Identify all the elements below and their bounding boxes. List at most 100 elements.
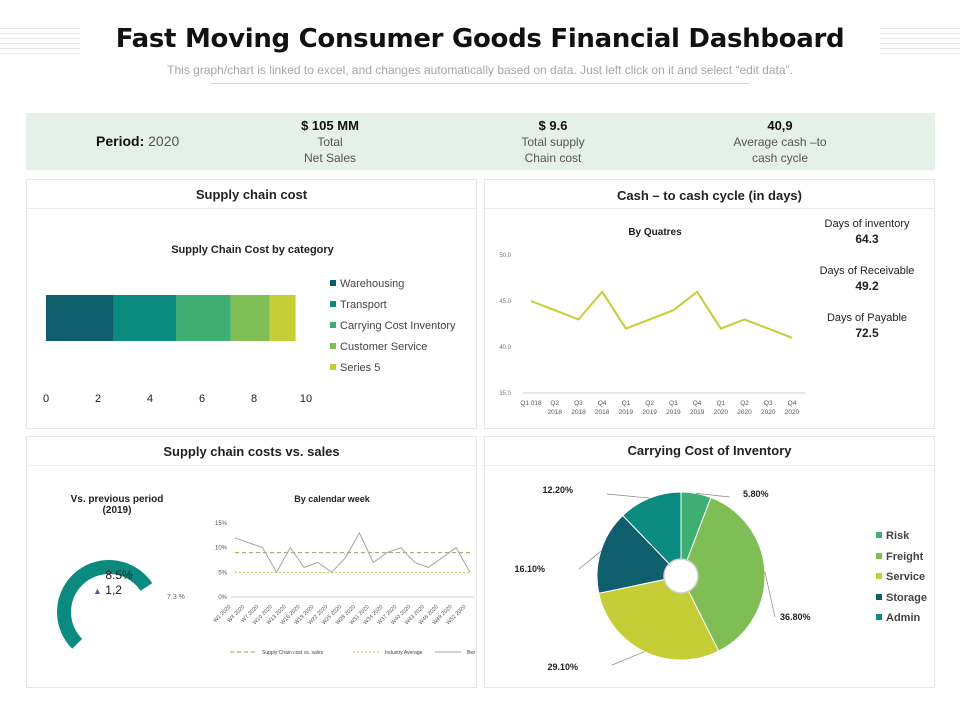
legend-swatch — [330, 343, 336, 349]
pie-data-label: 16.10% — [514, 564, 545, 574]
header-decoration-right — [880, 28, 960, 62]
legend-item: Freight — [876, 551, 923, 563]
pie-slice-admin — [622, 491, 682, 578]
kpi-net-sales: $ 105 MM Total Net Sales — [270, 118, 390, 166]
kpi-value: $ 105 MM — [301, 118, 359, 133]
x-tick-label: Q4 — [788, 400, 797, 407]
x-tick-label: 2020 — [737, 409, 752, 416]
days-of-payable: Days of Payable 72.5 — [807, 312, 927, 340]
panel-cash-cycle: Cash – to cash cycle (in days) By Quatre… — [484, 179, 935, 429]
panel-divider — [485, 465, 934, 466]
x-tick-label: 2020 — [785, 409, 800, 416]
legend-swatch — [876, 614, 882, 620]
bar-segment-2 — [176, 295, 231, 341]
panel-divider — [27, 208, 476, 209]
legend-swatch — [330, 280, 336, 286]
bar-segment-1 — [113, 295, 176, 341]
pie-chart: 5.80% 36.80% 29.10% 16.10% 12.20% — [514, 485, 811, 672]
panel-divider — [27, 465, 476, 466]
x-tick-label: 2018 — [595, 409, 610, 416]
legend-item: Series 5 — [330, 362, 380, 374]
triangle-up-icon: ▲ — [93, 586, 102, 596]
kpi-label-line2: Net Sales — [303, 151, 357, 165]
legend-label: Industry Average — [385, 650, 423, 656]
gauge-title: Vs. previous period (2019) — [57, 494, 177, 516]
legend-label: Transport — [340, 299, 387, 311]
y-tick-label: 10% — [215, 546, 228, 552]
panel-divider — [485, 208, 934, 209]
gauge-chart — [57, 560, 153, 649]
legend-label: Warehousing — [340, 278, 405, 290]
legend-item: Warehousing — [330, 278, 404, 290]
y-tick-label: 45.0 — [499, 299, 511, 305]
kpi-label-line2: cash cycle — [751, 151, 809, 165]
legend-swatch — [876, 552, 882, 559]
legend-item: Risk — [876, 530, 909, 542]
kpi-value: 40,9 — [767, 118, 793, 133]
x-tick-label: 2020 — [714, 409, 729, 416]
gauge-end-label: 7.3 % — [167, 594, 185, 601]
page-title: Fast Moving Consumer Goods Financial Das… — [115, 24, 845, 54]
x-tick-label: Q3 — [574, 400, 583, 407]
pie-data-label: 29.10% — [547, 662, 578, 672]
x-tick-label: 4 — [147, 393, 153, 405]
period-kpi: Period: 2020 — [96, 133, 179, 149]
kpi-label-line2: Chain cost — [524, 151, 582, 165]
legend-swatch — [876, 532, 882, 538]
gauge-value: 8.5% — [105, 568, 133, 582]
legend-label: Series 5 — [340, 362, 381, 374]
panel-title: Supply chain cost — [195, 187, 308, 202]
legend-item: Carrying Cost Inventory — [330, 320, 456, 332]
legend-label: Service — [886, 571, 926, 583]
days-label: Days of inventory — [824, 218, 910, 230]
legend-swatch — [330, 364, 336, 370]
pie-data-label: 36.80% — [780, 612, 811, 622]
x-tick-label: 2 — [95, 393, 101, 405]
legend-item: Service — [876, 571, 925, 583]
y-tick-label: 50.0 — [499, 253, 511, 259]
leader-line — [696, 493, 731, 498]
gauge-arc — [57, 560, 153, 649]
chart-title: By Quatres — [628, 227, 682, 238]
x-tick-label: Q4 — [693, 400, 702, 407]
x-tick-label: Q1 — [622, 400, 631, 407]
series-line — [530, 290, 793, 339]
panel-supply-chain-cost: Supply chain cost Supply Chain Cost by c… — [26, 179, 477, 429]
gauge-title-line1: Vs. previous period — [70, 494, 164, 505]
x-tick-label: Q2 — [550, 400, 559, 407]
kpi-supply-chain-cost: $ 9.6 Total supply Chain cost — [493, 118, 613, 166]
y-tick-label: 5% — [218, 570, 227, 576]
pie-slice-storage — [596, 514, 682, 594]
header-decoration-left — [0, 28, 80, 62]
legend-label: Freight — [886, 550, 924, 563]
x-tick-label: 2019 — [619, 409, 634, 416]
chart-title: Supply Chain Cost by category — [171, 244, 334, 256]
leader-line — [611, 651, 645, 666]
legend-label: Best in class — [467, 650, 475, 656]
legend-label: Risk — [886, 530, 910, 542]
x-tick-label: 2018 — [547, 409, 562, 416]
legend-item: Transport — [330, 299, 387, 311]
legend-swatch — [876, 573, 882, 579]
x-tick-label: 8 — [251, 393, 257, 405]
period-label: Period: — [96, 133, 145, 149]
x-tick-label: Q2 — [740, 400, 749, 407]
kpi-value: $ 9.6 — [538, 118, 568, 133]
x-tick-label: Q1 018 — [520, 400, 542, 407]
x-tick-label: 2019 — [666, 409, 681, 416]
legend-item: Customer Service — [330, 341, 427, 353]
kpi-label-line1: Total supply — [521, 135, 585, 149]
x-tick-label: 2020 — [761, 409, 776, 416]
bar-segment-3 — [230, 295, 270, 341]
panel-title: Cash – to cash cycle (in days) — [617, 188, 802, 203]
x-tick-label: Q1 — [716, 400, 725, 407]
legend-item: Admin — [876, 612, 920, 624]
panel-title: Carrying Cost of Inventory — [627, 443, 792, 458]
days-label: Days of Receivable — [819, 265, 915, 277]
legend-label: Admin — [886, 612, 921, 624]
legend-swatch — [330, 322, 336, 328]
legend-label: Customer Service — [340, 341, 428, 353]
bar-segment-4 — [269, 295, 296, 341]
leader-line — [764, 571, 776, 618]
